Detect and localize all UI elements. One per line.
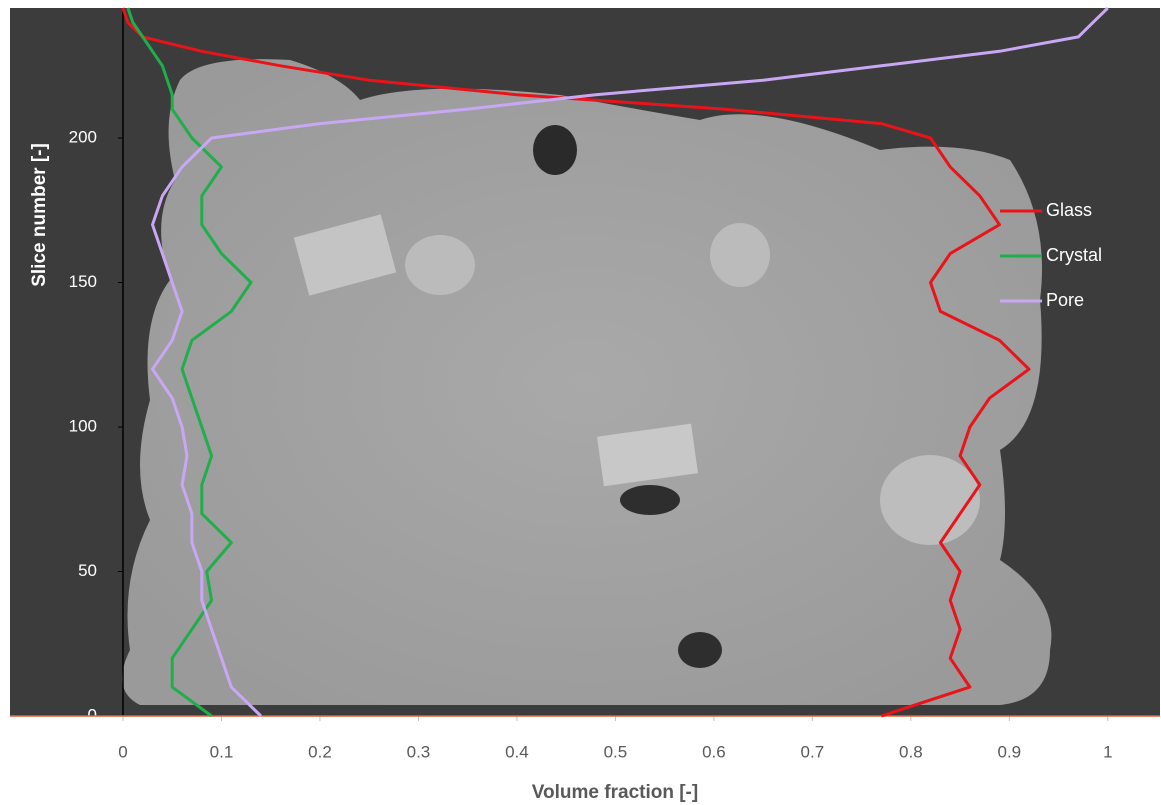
x-tick-label: 0.4 bbox=[505, 742, 529, 761]
series-line bbox=[151, 6, 1109, 718]
legend-label: Glass bbox=[1046, 200, 1092, 220]
series-line bbox=[121, 7, 1031, 718]
x-tick-label: 0.7 bbox=[801, 742, 825, 761]
y-tick-label: 150 bbox=[69, 272, 97, 291]
y-tick-label: 100 bbox=[69, 417, 97, 436]
y-tick-label: 200 bbox=[69, 128, 97, 147]
x-tick-label: 0.6 bbox=[702, 742, 726, 761]
x-tick-label: 1 bbox=[1103, 742, 1112, 761]
x-tick-label: 0.1 bbox=[210, 742, 234, 761]
x-axis-title: Volume fraction [-] bbox=[532, 782, 698, 803]
x-tick-label: 0 bbox=[118, 742, 127, 761]
ct-image bbox=[10, 8, 1160, 716]
y-tick-label: 50 bbox=[78, 561, 97, 580]
legend-label: Pore bbox=[1046, 290, 1084, 310]
x-tick-label: 0.2 bbox=[308, 742, 332, 761]
x-tick-label: 0.3 bbox=[407, 742, 431, 761]
x-tick-label: 0.5 bbox=[604, 742, 628, 761]
y-tick-label: 0 bbox=[88, 705, 97, 724]
series-line bbox=[126, 7, 253, 718]
x-tick-label: 0.8 bbox=[899, 742, 923, 761]
legend-label: Crystal bbox=[1046, 245, 1102, 265]
y-axis-title: Slice number [-] bbox=[29, 143, 50, 287]
x-tick-label: 0.9 bbox=[998, 742, 1022, 761]
